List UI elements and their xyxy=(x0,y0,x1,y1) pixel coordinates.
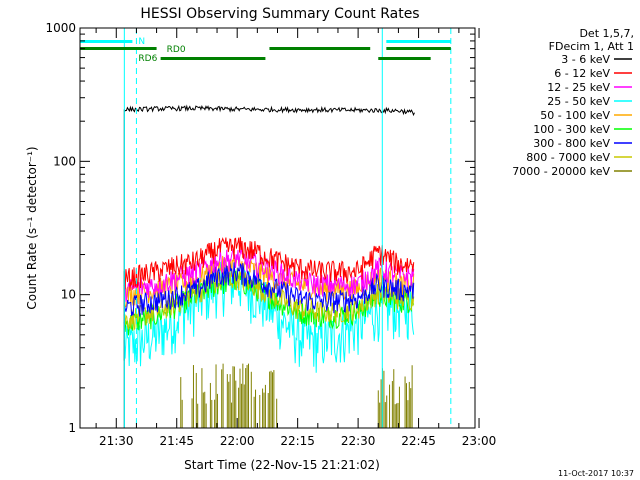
flag-bar-rd0 xyxy=(269,47,371,50)
y-tick-label: 100 xyxy=(53,154,76,168)
flag-label-rd0: RD0 xyxy=(167,45,186,55)
legend-label: 100 - 300 keV xyxy=(533,123,610,136)
x-tick-label: 22:45 xyxy=(401,434,436,448)
data-layer xyxy=(123,104,415,428)
y-tick-label: 10 xyxy=(61,288,76,302)
legend-label: 6 - 12 keV xyxy=(554,67,610,80)
series-300-800kev xyxy=(123,262,415,317)
flag-label-rd6: RD6 xyxy=(138,54,157,64)
flag-bar-rd6 xyxy=(160,57,266,60)
legend-header: Det 1,5,7, xyxy=(579,27,634,40)
chart-title: HESSI Observing Summary Count Rates xyxy=(140,6,419,22)
x-axis-label: Start Time (22-Nov-15 21:21:02) xyxy=(184,458,380,472)
y-tick-label: 1 xyxy=(68,421,76,435)
x-tick-label: 21:45 xyxy=(159,434,194,448)
flag-bar-rd6 xyxy=(378,57,431,60)
flag-bar-rd0 xyxy=(80,47,157,50)
y-tick-label: 1000 xyxy=(45,21,76,35)
legend-label: 50 - 100 keV xyxy=(540,109,610,122)
legend-label: 25 - 50 keV xyxy=(547,95,610,108)
flag-bar-rd0 xyxy=(386,47,451,50)
overlay-layer: N RD0 RD6 xyxy=(79,28,452,428)
series-100-300kev xyxy=(123,270,415,336)
plot-frame xyxy=(79,27,476,429)
series-12-25kev xyxy=(123,248,415,302)
flag-bar-n xyxy=(80,40,133,43)
flag-label-n: N xyxy=(138,37,145,47)
x-tick-label: 22:15 xyxy=(280,434,315,448)
footer-timestamp: 11-Oct-2017 10:37 xyxy=(558,469,634,478)
x-tick-label: 22:00 xyxy=(220,434,255,448)
x-tick-label: 23:00 xyxy=(462,434,497,448)
legend-label: 3 - 6 keV xyxy=(561,53,610,66)
legend-label: 7000 - 20000 keV xyxy=(512,165,610,178)
legend-label: 800 - 7000 keV xyxy=(526,151,610,164)
flag-bar-n xyxy=(386,40,451,43)
series-6-12kev xyxy=(123,237,415,291)
legend-header: FDecim 1, Att 1 xyxy=(549,40,634,53)
y-axis-label: Count Rate (s⁻¹ detector⁻¹) xyxy=(25,146,39,309)
series-3-6-kev xyxy=(123,104,415,428)
axes: 21:30 21:45 22:00 22:15 22:30 22:45 23:00 1 10 10… xyxy=(45,21,496,448)
legend-label: 12 - 25 keV xyxy=(547,81,610,94)
x-tick-label: 21:30 xyxy=(99,434,134,448)
legend-label: 300 - 800 keV xyxy=(533,137,610,150)
x-tick-label: 22:30 xyxy=(341,434,376,448)
